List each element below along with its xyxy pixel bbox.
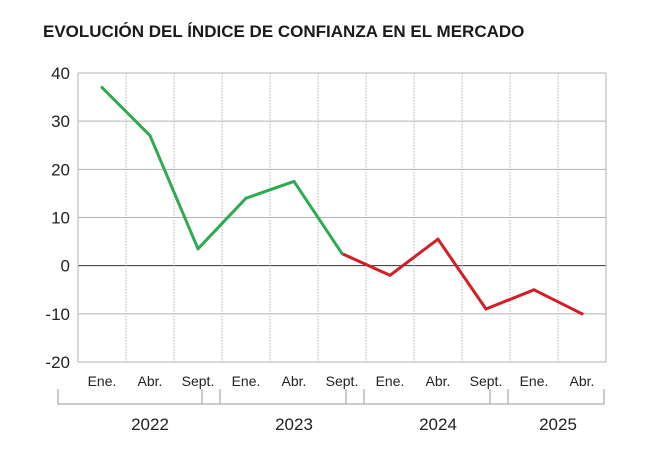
series-line [100, 85, 584, 316]
x-tick-label: Abr. [282, 373, 307, 389]
x-tick-label: Ene. [376, 373, 405, 389]
x-tick-label: Abr. [138, 373, 163, 389]
y-tick-label: 20 [51, 160, 70, 179]
data-point [196, 247, 200, 251]
year-label: 2023 [275, 415, 313, 434]
data-point [388, 273, 392, 277]
data-point [532, 288, 536, 292]
year-bracket [489, 389, 605, 405]
x-tick-label: Sept. [182, 373, 215, 389]
y-tick-label: 30 [51, 112, 70, 131]
x-axis-ticks: Ene. Abr. Sept. Ene. Abr. Sept. Ene. Abr. Sept. E… [88, 373, 595, 389]
x-tick-label: Sept. [326, 373, 359, 389]
year-label: 2024 [419, 415, 457, 434]
data-point [484, 307, 488, 311]
data-point [100, 85, 104, 89]
y-tick-label: 10 [51, 209, 70, 228]
year-label: 2022 [131, 415, 169, 434]
data-point [436, 237, 440, 241]
x-tick-label: Abr. [570, 373, 595, 389]
year-bracket [57, 389, 221, 405]
data-point [292, 179, 296, 183]
y-axis-ticks: 40 30 20 10 0 -10 -20 [45, 64, 70, 372]
series-line-green [100, 86, 344, 256]
y-tick-label: -10 [45, 305, 70, 324]
year-groups: 2022 2023 2024 2025 [57, 389, 605, 434]
x-tick-label: Abr. [426, 373, 451, 389]
data-point [580, 312, 584, 316]
y-tick-label: -20 [45, 353, 70, 372]
y-tick-label: 40 [51, 64, 70, 83]
year-label: 2025 [539, 415, 577, 434]
series-line-red [340, 237, 584, 316]
data-point [244, 196, 248, 200]
year-bracket [201, 389, 365, 405]
grid-layer [77, 72, 607, 363]
y-tick-label: 0 [61, 257, 70, 276]
x-tick-label: Ene. [520, 373, 549, 389]
chart-title: EVOLUCIÓN DEL ÍNDICE DE CONFIANZA EN EL … [43, 22, 525, 41]
x-tick-label: Sept. [470, 373, 503, 389]
data-point [148, 134, 152, 138]
data-point [340, 252, 344, 256]
year-bracket [345, 389, 509, 405]
x-tick-label: Ene. [88, 373, 117, 389]
x-tick-label: Ene. [232, 373, 261, 389]
